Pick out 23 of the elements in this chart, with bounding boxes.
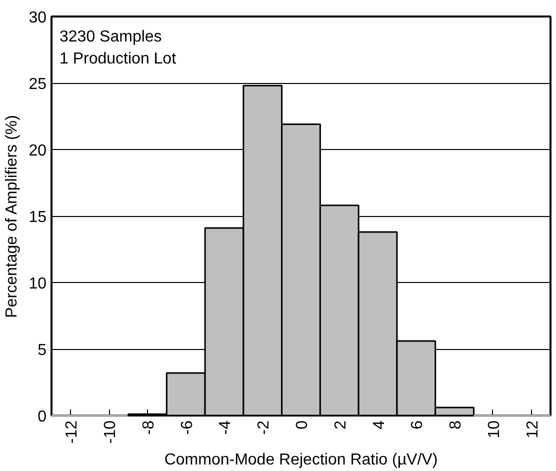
y-tick-label: 30 (28, 10, 47, 26)
x-tick-label: 8 (448, 420, 465, 430)
x-tick-label: -2 (256, 420, 273, 435)
x-tick-label: 0 (294, 420, 311, 430)
y-axis-title: Percentage of Amplifiers (%) (4, 115, 21, 318)
x-tick-label: 12 (524, 420, 542, 438)
y-tick-label: 25 (28, 76, 47, 93)
x-tick-label: -12 (64, 420, 81, 444)
y-tick-label: 5 (38, 342, 47, 359)
annotation: 3230 Samples (60, 28, 162, 46)
x-tick-label: 4 (370, 420, 388, 430)
x-tick-label: 10 (486, 420, 503, 438)
x-tick-label: 6 (409, 420, 426, 430)
x-tick-label: 2 (332, 420, 350, 430)
x-tick-label: -8 (140, 420, 158, 435)
x-axis-title: Common-Mode Rejection Ratio (µV/V) (164, 452, 438, 469)
x-tick-label: -10 (102, 420, 120, 444)
x-tick-label: -4 (217, 420, 234, 435)
y-tick-label: 20 (28, 142, 47, 160)
annotation: 1 Production Lot (60, 50, 177, 68)
y-tick-label: 10 (28, 276, 47, 292)
y-tick-label: 15 (28, 209, 47, 226)
x-tick-label: -6 (178, 420, 196, 435)
